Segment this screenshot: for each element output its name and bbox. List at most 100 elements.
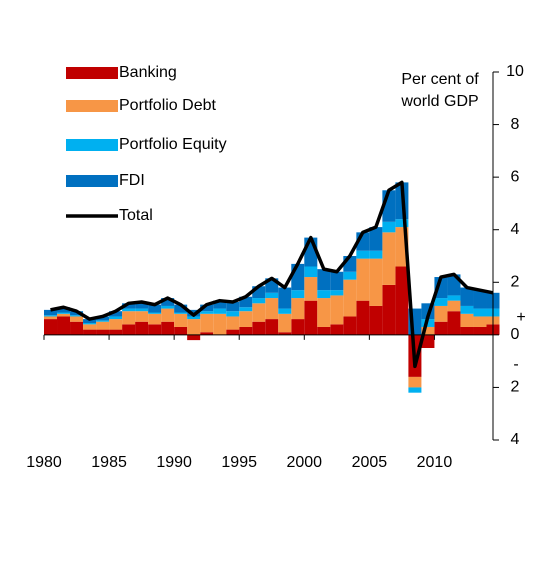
bar-segment <box>83 324 97 330</box>
bar-segment <box>317 290 331 299</box>
legend-label: Banking <box>119 64 177 81</box>
y-tick-label: 10 <box>506 63 524 80</box>
bar-segment <box>473 308 487 317</box>
bar-segment <box>135 308 149 312</box>
bar-segment <box>239 326 253 335</box>
bar-segment <box>460 326 474 335</box>
total-line <box>50 180 494 369</box>
bar-segment <box>304 277 318 301</box>
y-tick-label: 0 <box>511 326 520 343</box>
bar-segment <box>70 321 84 335</box>
bar-segment <box>161 321 175 335</box>
bar-segment <box>460 313 474 327</box>
bar-segment <box>200 311 214 314</box>
x-tick-label: 1995 <box>221 454 257 471</box>
bar-segment <box>460 287 474 306</box>
bar-segment <box>408 387 422 393</box>
x-tick-label: 1990 <box>156 454 192 471</box>
bar-segment <box>122 311 136 325</box>
bar-segment <box>109 311 123 317</box>
bar-segment <box>278 287 292 309</box>
bar-segment <box>226 329 240 335</box>
bar-segment <box>70 316 84 322</box>
bar-segment <box>239 311 253 327</box>
y-tick-label: 2 <box>511 379 520 396</box>
legend-label: FDI <box>119 172 145 189</box>
bar-segment <box>434 321 448 335</box>
bar-segment <box>44 319 58 335</box>
bar-segment <box>187 334 201 341</box>
bar-segment <box>356 258 370 301</box>
bar-segment <box>161 308 175 322</box>
legend-swatch <box>66 175 118 187</box>
x-tick-label: 2000 <box>286 454 322 471</box>
bar-segment <box>317 269 331 291</box>
y-tick-label: 2 <box>511 274 520 291</box>
bar-segment <box>265 298 279 320</box>
bar-segment <box>83 323 97 325</box>
bar-segment <box>434 305 448 322</box>
bar-segment <box>421 334 435 348</box>
bar-segment <box>96 316 110 321</box>
bar-segment <box>148 313 162 325</box>
bar-segment <box>291 263 305 291</box>
bar-segment <box>291 290 305 299</box>
bar-segment <box>291 319 305 335</box>
bar-segment <box>356 300 370 335</box>
bar-segment <box>265 292 279 299</box>
bar-segment <box>57 307 71 313</box>
bar-segment <box>473 290 487 309</box>
bar-segment <box>447 300 461 312</box>
bar-segment <box>96 321 110 330</box>
bar-segment <box>96 329 110 335</box>
bar-segment <box>421 326 435 335</box>
bar-segment <box>200 332 214 335</box>
bar-segment <box>447 295 461 301</box>
bar-segment <box>226 316 240 330</box>
bar-segment <box>369 305 383 335</box>
bar-segment <box>382 232 396 285</box>
bar-segment <box>109 319 123 330</box>
bar-segment <box>57 313 71 317</box>
bar-segment <box>122 303 136 309</box>
bar-segment <box>187 316 201 320</box>
bar-segment <box>330 324 344 335</box>
bar-segment <box>304 266 318 278</box>
x-tick-label: 1985 <box>91 454 127 471</box>
legend-swatch <box>66 100 118 112</box>
bar-segment <box>213 308 227 314</box>
bar-segment <box>174 312 188 314</box>
bar-segment <box>434 298 448 306</box>
bar-segment <box>252 286 266 299</box>
bar-segment <box>109 316 123 320</box>
bar-segment <box>369 250 383 259</box>
bar-segment <box>278 308 292 314</box>
bar-segment <box>317 298 331 327</box>
bar-segment <box>174 313 188 327</box>
bar-segment <box>473 316 487 327</box>
bar-segment <box>200 313 214 333</box>
bar-segment <box>278 313 292 333</box>
bar-segment <box>278 332 292 335</box>
y-tick-label: 4 <box>511 221 520 238</box>
bar-segment <box>356 250 370 259</box>
bar-segment <box>252 303 266 322</box>
y-tick-label: 8 <box>511 116 520 133</box>
bar-segment <box>447 311 461 335</box>
x-tick-label: 2010 <box>417 454 453 471</box>
bar-segment <box>213 300 227 309</box>
bar-segment <box>330 295 344 325</box>
bar-segment <box>395 266 409 335</box>
bar-segment <box>161 298 175 306</box>
bar-segment <box>408 376 422 388</box>
bar-segment <box>200 304 214 312</box>
bar-segment <box>317 326 331 335</box>
bar-segment <box>122 308 136 312</box>
bar-segment <box>213 313 227 335</box>
bar-segment <box>460 305 474 314</box>
bar-segment <box>57 316 71 335</box>
bar-segment <box>330 271 344 291</box>
bar-segment <box>369 227 383 251</box>
bar-segment <box>135 321 149 335</box>
